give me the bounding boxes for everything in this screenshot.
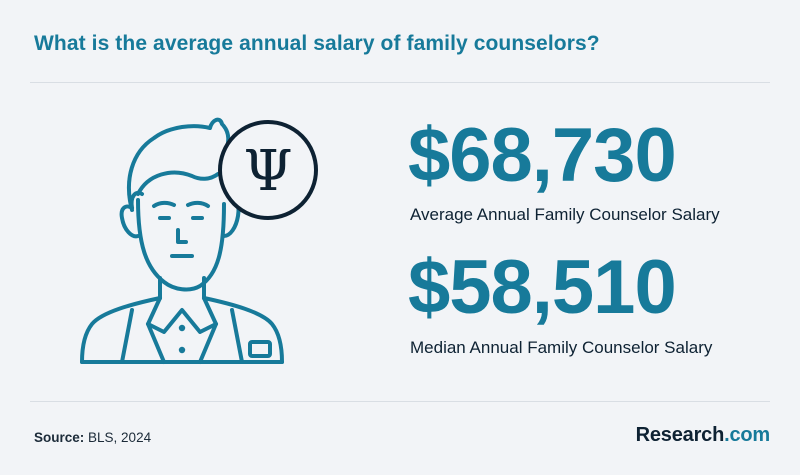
average-salary-label: Average Annual Family Counselor Salary xyxy=(410,205,720,224)
median-salary-label: Median Annual Family Counselor Salary xyxy=(410,338,713,357)
bottom-divider xyxy=(30,401,770,402)
psi-symbol-icon: Ψ xyxy=(218,120,318,220)
psi-glyph: Ψ xyxy=(243,139,292,204)
source-label: Source: xyxy=(34,430,85,445)
brand-suffix: .com xyxy=(724,424,770,446)
source-citation: Source: BLS, 2024 xyxy=(34,430,151,445)
counselor-illustration: Ψ xyxy=(72,110,342,370)
top-divider xyxy=(30,82,770,83)
median-salary-value: $58,510 xyxy=(408,245,677,330)
brand-logo[interactable]: Research.com xyxy=(635,424,771,447)
counselor-person-icon: Ψ xyxy=(80,117,318,364)
source-text: BLS, 2024 xyxy=(88,430,152,445)
average-salary-value: $68,730 xyxy=(408,113,677,198)
page-title: What is the average annual salary of fam… xyxy=(34,32,600,55)
brand-name: Research xyxy=(635,424,725,446)
